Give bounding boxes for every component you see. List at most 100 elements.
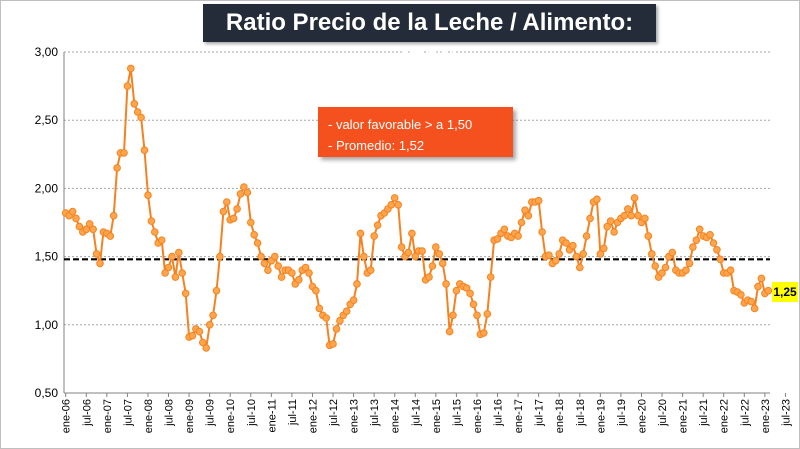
y-tick-label: 2,00 [35,181,59,195]
data-point [140,146,149,154]
x-tick-label: ene-10 [225,399,237,433]
data-point [199,338,207,347]
data-point [555,250,564,258]
x-tick-label: ene-20 [636,399,648,433]
data-point [188,331,197,340]
data-point [706,231,714,239]
data-point [161,269,169,277]
data-point [370,232,379,240]
data-point [579,250,588,258]
data-point [89,225,97,234]
data-point [288,269,296,277]
data-point [336,316,344,325]
x-tick-label: jul-14 [410,399,422,427]
data-point [603,222,612,231]
data-point [600,244,608,253]
x-tick-label: jul-12 [328,399,340,427]
chart-title: Ratio Precio de la Leche / Alimento: IFC… [203,4,656,74]
data-point [737,291,745,299]
data-point [178,269,186,277]
data-point [68,207,77,216]
data-point [212,286,221,295]
x-tick-label: ene-18 [554,399,566,433]
data-point [651,262,660,270]
x-tick-label: jul-21 [698,399,710,427]
x-tick-label: jul-13 [369,399,381,427]
x-tick-label: ene-17 [513,399,525,433]
data-point [517,218,526,227]
data-point [648,250,656,258]
data-point [277,273,286,281]
data-point [205,321,214,329]
series [61,64,773,352]
data-point [243,188,252,197]
data-point [572,252,581,261]
gridlines [64,51,770,326]
data-point [271,252,279,261]
data-point [394,201,403,209]
data-point [644,232,653,240]
data-point [349,296,358,305]
data-point [692,236,701,244]
data-point [312,286,320,295]
data-point [315,304,324,313]
y-tick-label: 3,00 [35,45,59,59]
data-point [641,214,649,223]
data-point [257,252,265,261]
data-point [466,289,474,298]
data-point [534,196,543,205]
data-point [514,232,522,240]
data-point [329,340,337,348]
data-point [493,235,502,243]
data-point [521,206,529,214]
data-point [240,183,248,191]
data-point [449,311,457,320]
data-point [195,327,204,336]
data-point [229,214,238,223]
x-tick-label: jul-08 [164,399,176,427]
axes [63,52,786,397]
data-point [582,232,591,240]
data-point [164,263,173,272]
data-point [92,250,101,258]
data-point [175,248,183,257]
x-tick-label: ene-15 [431,399,443,433]
data-point [418,247,426,255]
data-point [75,222,84,231]
data-point [576,263,584,272]
data-point [445,327,454,336]
data-point [627,211,636,220]
x-tick-label: ene-16 [472,399,484,433]
data-point [137,113,145,122]
data-point [630,194,639,202]
data-point [356,229,365,238]
data-point [452,286,461,295]
x-tick-label: jul-11 [287,399,299,426]
x-tick-label: jul-06 [81,399,93,427]
data-point [157,236,166,244]
annotation-average: - Promedio: 1,52 [328,138,425,153]
data-point [106,232,115,240]
data-point [596,250,605,258]
data-point [390,194,399,202]
data-point [469,300,478,309]
data-point [366,266,375,275]
x-tick-label: ene-08 [143,399,155,433]
x-tick-label: ene-23 [760,399,772,433]
data-point [127,64,135,73]
data-point [274,262,283,270]
data-point [480,329,488,337]
data-point [709,239,718,247]
x-tick-label: jul-10 [246,399,258,427]
data-point [658,269,666,277]
data-point [305,269,313,277]
data-point [624,205,632,213]
data-point [404,248,413,257]
data-point [538,228,546,236]
data-point [483,310,492,318]
data-point [634,211,642,220]
x-tick-label: jul-18 [575,399,587,427]
data-point [250,231,258,239]
data-point [754,282,762,291]
